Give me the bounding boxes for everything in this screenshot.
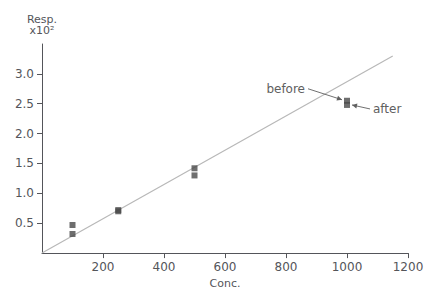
svg-text:x10²: x10² [30, 24, 55, 37]
svg-text:1.5: 1.5 [15, 156, 34, 170]
svg-text:1000: 1000 [332, 260, 363, 274]
svg-text:600: 600 [214, 260, 237, 274]
svg-text:3.0: 3.0 [15, 67, 34, 81]
svg-text:after: after [373, 102, 401, 116]
svg-text:Conc.: Conc. [210, 277, 241, 290]
svg-text:2.0: 2.0 [15, 127, 34, 141]
svg-text:Resp.: Resp. [26, 13, 58, 26]
svg-text:before: before [266, 82, 305, 96]
svg-text:400: 400 [153, 260, 176, 274]
svg-text:2.5: 2.5 [15, 97, 34, 111]
svg-text:0.5: 0.5 [15, 216, 34, 230]
svg-text:1200: 1200 [393, 260, 424, 274]
svg-text:200: 200 [92, 260, 115, 274]
svg-text:800: 800 [275, 260, 298, 274]
svg-text:1.0: 1.0 [15, 186, 34, 200]
